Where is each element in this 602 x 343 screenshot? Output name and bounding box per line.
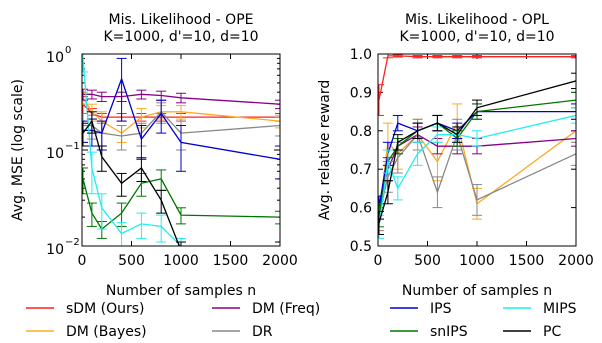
ope-plot-area	[82, 54, 280, 246]
x-tick-label: 1000	[163, 253, 199, 269]
legend-item-dm_bayes: DM (Bayes)	[26, 324, 147, 340]
series-line-mips	[378, 114, 576, 227]
series-line-dm_bayes	[82, 97, 280, 134]
y-tick-label: 0.6	[350, 201, 372, 217]
opl-axes-frame	[377, 53, 577, 247]
series-line-dm_freq	[83, 93, 280, 105]
y-tick-label: 10	[46, 242, 64, 258]
opl-chart: Mis. Likelihood - OPL K=1000, d'=10, d=1…	[317, 12, 594, 299]
y-tick-exponent: 0	[65, 45, 71, 56]
x-tick-label: 0	[78, 253, 87, 269]
legend-label: sDM (Ours)	[66, 301, 144, 317]
series-pc	[378, 72, 576, 235]
opl-xlabel: Number of samples n	[402, 283, 552, 299]
series-snips	[82, 167, 280, 239]
opl-title: Mis. Likelihood - OPL	[405, 12, 549, 28]
legend: sDM (Ours) DM (Freq) IPS MIPS DM (Bayes) DR sn…	[26, 301, 577, 340]
legend-label: IPS	[430, 301, 452, 317]
opl-plot-area	[378, 54, 576, 239]
legend-item-ips: IPS	[390, 301, 452, 317]
ope-subtitle: K=1000, d'=10, d=10	[103, 29, 258, 45]
y-tick-exponent: −1	[65, 141, 80, 152]
series-pc	[82, 111, 280, 246]
legend-item-sdm: sDM (Ours)	[26, 301, 144, 317]
legend-label: snIPS	[430, 324, 468, 340]
x-tick-label: 1500	[213, 253, 249, 269]
series-line-pc	[82, 119, 180, 246]
x-tick-label: 1500	[509, 253, 545, 269]
x-tick-label: 1000	[459, 253, 495, 269]
series-mips	[82, 54, 280, 246]
ope-axes-frame	[81, 53, 281, 247]
legend-item-dm_freq: DM (Freq)	[212, 301, 320, 317]
legend-item-pc: PC	[503, 324, 561, 340]
ope-ylabel: Avg. MSE (log scale)	[10, 79, 26, 221]
y-tick-label: 0.5	[350, 239, 372, 255]
x-tick-label: 2000	[558, 253, 594, 269]
y-tick-label: 1.0	[350, 47, 372, 63]
y-tick-exponent: −2	[65, 237, 80, 248]
ope-title: Mis. Likelihood - OPE	[108, 12, 253, 28]
y-tick-label: 0.7	[350, 162, 372, 178]
y-tick-label: 0.9	[350, 85, 372, 101]
legend-label: PC	[543, 324, 561, 340]
series-sdm	[378, 54, 576, 116]
series-line-pc	[378, 80, 576, 224]
x-tick-label: 500	[414, 253, 441, 269]
series-line-sdm	[378, 55, 576, 101]
ope-xlabel: Number of samples n	[106, 283, 256, 299]
legend-item-dr: DR	[212, 324, 273, 340]
series-line-ips	[83, 76, 280, 160]
y-tick-label: 10	[46, 146, 64, 162]
y-tick-label: 10	[46, 50, 64, 66]
x-tick-label: 0	[374, 253, 383, 269]
series-line-dr	[378, 132, 576, 216]
legend-item-snips: snIPS	[390, 324, 468, 340]
legend-label: MIPS	[543, 301, 577, 317]
legend-item-mips: MIPS	[503, 301, 577, 317]
series-line-snips	[82, 178, 280, 231]
opl-subtitle: K=1000, d'=10, d=10	[399, 29, 554, 45]
opl-ylabel: Avg. relative reward	[317, 80, 333, 221]
x-tick-label: 500	[118, 253, 145, 269]
ope-chart: Mis. Likelihood - OPE K=1000, d'=10, d=1…	[10, 12, 298, 299]
legend-label: DR	[252, 324, 273, 340]
x-tick-label: 2000	[262, 253, 298, 269]
y-tick-label: 0.8	[350, 124, 372, 140]
legend-label: DM (Freq)	[252, 301, 320, 317]
legend-label: DM (Bayes)	[66, 324, 147, 340]
